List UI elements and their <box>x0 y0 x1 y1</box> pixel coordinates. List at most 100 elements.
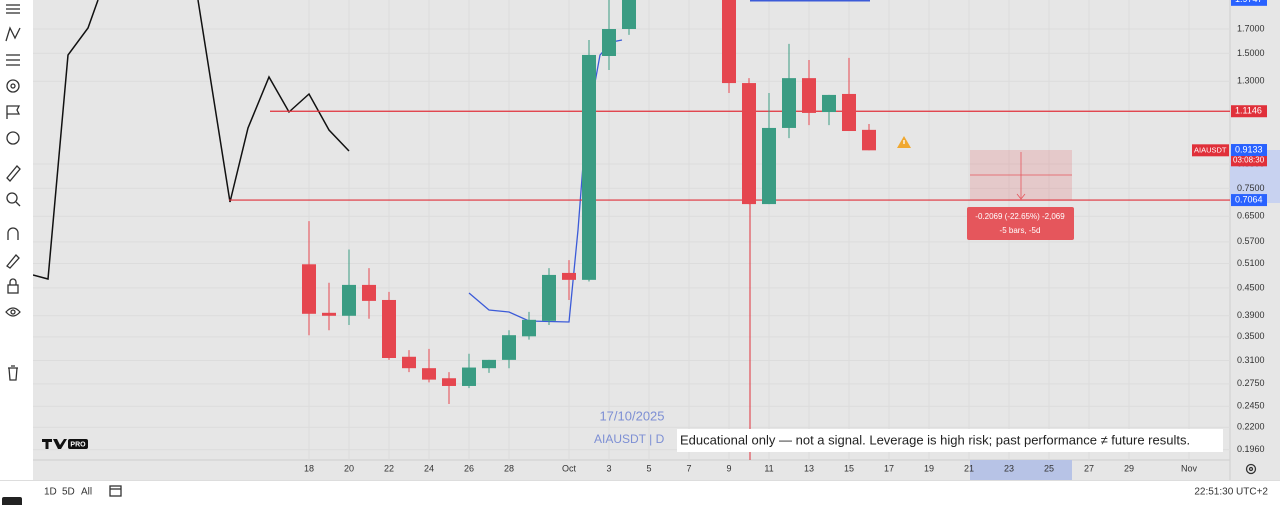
range-button[interactable]: 5D <box>62 487 75 498</box>
tool-lock[interactable] <box>7 278 19 294</box>
tool-annotate[interactable] <box>6 105 21 119</box>
x-tick-label: 15 <box>844 463 854 473</box>
y-tick-label: 0.3100 <box>1237 355 1265 365</box>
x-tick-label: 7 <box>686 463 691 473</box>
range-button[interactable]: All <box>81 487 92 498</box>
time-range-highlight <box>970 460 1072 480</box>
logo-text: PRO <box>70 441 86 448</box>
x-tick-label: 19 <box>924 463 934 473</box>
candle-body <box>782 78 796 128</box>
price-countdown: 03:08:30 <box>1233 155 1265 164</box>
y-tick-label: 0.6500 <box>1237 211 1265 221</box>
clock: 22:51:30 UTC+2 <box>1194 487 1268 498</box>
y-tick-label: 0.5100 <box>1237 258 1265 268</box>
x-tick-label: 26 <box>464 463 474 473</box>
x-tick-label: 25 <box>1044 463 1054 473</box>
x-tick-label: Oct <box>562 463 577 473</box>
candle-body <box>742 83 756 205</box>
x-tick-label: 23 <box>1004 463 1014 473</box>
watermark-symbol: AIAUSDT | D <box>594 432 665 446</box>
x-tick-label: 24 <box>424 463 434 473</box>
candle-body <box>522 319 536 337</box>
candle-body <box>722 0 736 84</box>
x-tick-label: 28 <box>504 463 514 473</box>
candle-body <box>762 127 776 205</box>
candle-body <box>322 312 336 316</box>
chart-area <box>33 0 1280 480</box>
x-tick-label: 9 <box>726 463 731 473</box>
candle-body <box>462 367 476 386</box>
tool-lock-draw[interactable] <box>6 254 20 269</box>
x-tick-label: 13 <box>804 463 814 473</box>
y-tick-label: 0.3900 <box>1237 310 1265 320</box>
measure-text: -0.2069 (-22.65%) -2,069 <box>975 212 1065 221</box>
x-tick-label: 18 <box>304 463 314 473</box>
tool-delete[interactable] <box>8 365 18 381</box>
corner-button[interactable] <box>2 497 22 507</box>
symbol-tag: AIAUSDT <box>1194 145 1227 154</box>
measure-arrow-head <box>1016 193 1026 200</box>
candle-body <box>822 94 836 113</box>
x-tick-label: 27 <box>1084 463 1094 473</box>
y-tick-label: 0.4500 <box>1237 282 1265 292</box>
candle-body <box>542 274 556 321</box>
candle-body <box>502 335 516 360</box>
candle-body <box>302 264 316 314</box>
y-tick-label: 0.3500 <box>1237 331 1265 341</box>
tool-ruler[interactable] <box>6 165 21 182</box>
price-label-box <box>1231 0 1267 6</box>
x-tick-label: 3 <box>606 463 611 473</box>
price-label: 0.7064 <box>1235 194 1263 204</box>
candle-body <box>602 29 616 57</box>
y-tick-label: 1.5000 <box>1237 48 1265 58</box>
tool-pattern[interactable] <box>5 26 21 42</box>
tool-fib[interactable] <box>6 54 20 66</box>
x-tick-label: 29 <box>1124 463 1134 473</box>
y-tick-label: 1.3000 <box>1237 76 1265 86</box>
symbol-tag-box <box>1192 144 1229 157</box>
bottom-bar <box>0 480 1280 505</box>
candle-body <box>562 272 576 280</box>
settings-button[interactable] <box>1245 463 1257 475</box>
candle-body <box>582 54 596 280</box>
tool-lines[interactable] <box>6 4 20 14</box>
x-tick-label: 11 <box>764 463 773 473</box>
drawing-line <box>197 0 350 203</box>
logo-mark <box>42 439 67 449</box>
candle-body <box>342 284 356 316</box>
date-range-button[interactable] <box>109 485 122 497</box>
candle-body <box>622 0 636 30</box>
tool-visibility[interactable] <box>5 307 21 317</box>
candle-body <box>482 359 496 369</box>
tool-zoom[interactable] <box>6 192 21 207</box>
x-tick-label: 22 <box>384 463 394 473</box>
range-button[interactable]: 1D <box>44 487 57 498</box>
measure-tool: -0.2069 (-22.65%) -2,069 -5 bars, -5d <box>967 150 1074 240</box>
candle-body <box>362 284 376 301</box>
y-tick-label: 0.2750 <box>1237 378 1265 388</box>
alert-icon <box>897 136 911 148</box>
y-tick-label: 0.2200 <box>1237 422 1265 432</box>
candle-body <box>862 129 876 151</box>
candle-body <box>402 356 416 369</box>
x-tick-label: 20 <box>344 463 354 473</box>
candle-body <box>842 93 856 132</box>
disclaimer-box <box>677 429 1223 452</box>
y-tick-label: 0.1960 <box>1237 444 1265 454</box>
tool-link[interactable] <box>6 331 20 345</box>
candle-body <box>442 378 456 386</box>
drawing-line <box>33 0 99 280</box>
measure-label-box <box>967 207 1074 240</box>
x-tick-label: Nov <box>1181 463 1198 473</box>
watermark-date: 17/10/2025 <box>599 408 664 423</box>
price-label: 1.9747 <box>1235 0 1263 4</box>
y-tick-label: 0.2450 <box>1237 401 1265 411</box>
tool-forecast[interactable] <box>6 79 20 93</box>
x-tick-label: 5 <box>646 463 651 473</box>
candle-body <box>422 368 436 380</box>
left-toolbar <box>5 4 21 381</box>
tool-magnet[interactable] <box>7 227 19 240</box>
tool-emoji[interactable] <box>6 131 20 145</box>
x-tick-label: 17 <box>884 463 894 473</box>
